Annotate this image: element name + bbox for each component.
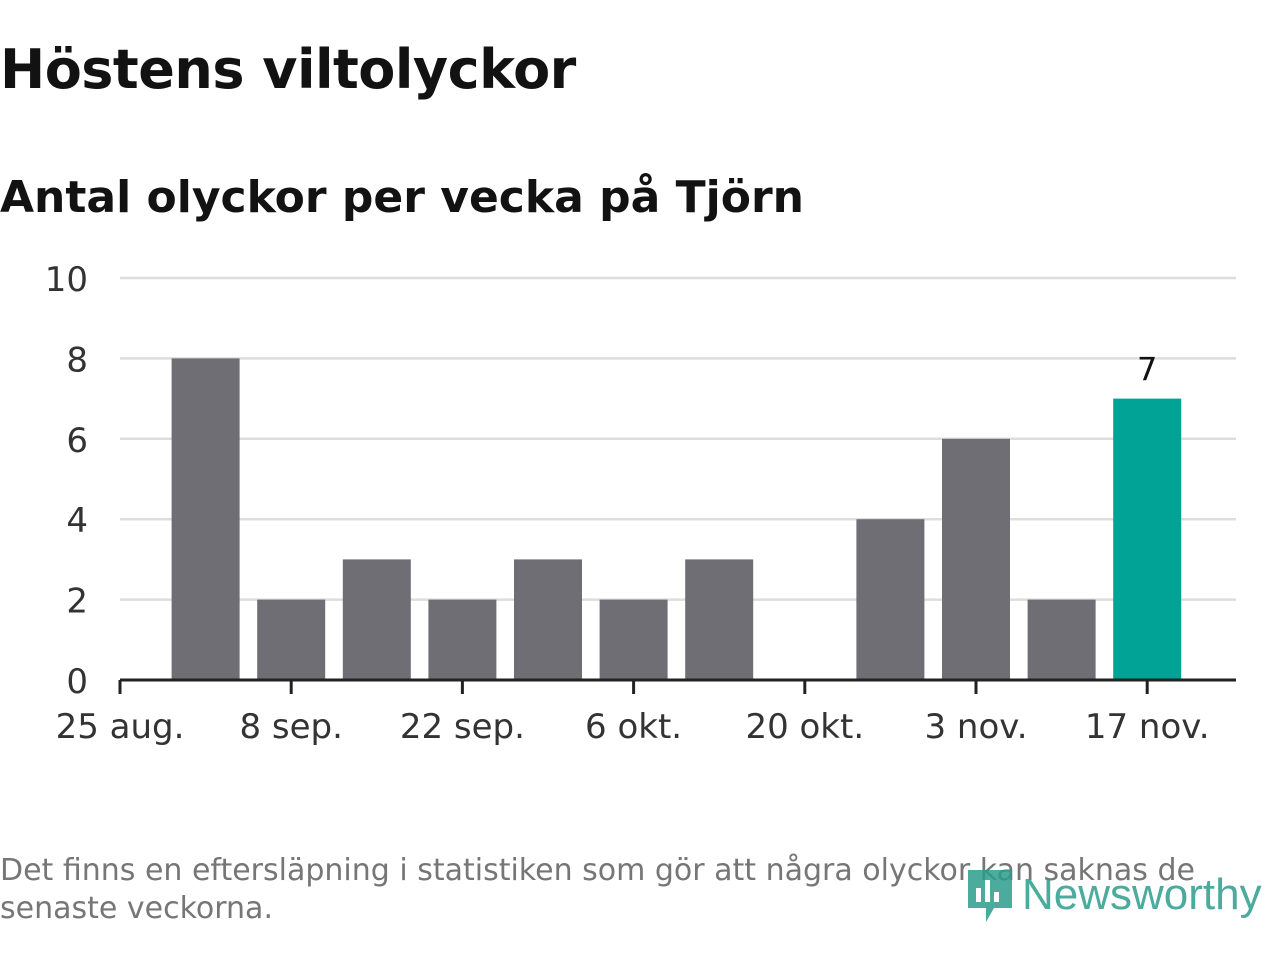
bars — [171, 358, 1182, 680]
data-label: 7 — [1137, 351, 1157, 389]
bar — [856, 519, 925, 680]
bar — [685, 559, 754, 680]
bar — [257, 599, 326, 680]
y-tick-label: 8 — [66, 340, 88, 380]
gridlines — [120, 276, 1236, 601]
chart-subtitle: Antal olyckor per vecka på Tjörn — [0, 172, 804, 223]
y-tick-label: 0 — [66, 662, 88, 702]
y-tick-label: 6 — [66, 421, 88, 461]
x-tick-label: 3 nov. — [924, 707, 1027, 747]
y-tick-label: 4 — [66, 501, 88, 541]
x-axis — [118, 678, 1236, 694]
x-tick-label: 6 okt. — [585, 707, 682, 747]
newsworthy-chart-icon — [968, 870, 1012, 922]
x-tick-label: 20 okt. — [745, 707, 864, 747]
bar — [1027, 599, 1096, 680]
bar — [514, 559, 582, 680]
x-tick-label: 22 sep. — [400, 707, 525, 747]
x-tick-label: 17 nov. — [1085, 707, 1210, 747]
bar-chart: 0 2 4 6 8 10 25 aug. 8 sep. 22 sep. 6 okt. 20 okt… — [45, 260, 1236, 747]
y-axis-labels: 0 2 4 6 8 10 — [45, 260, 88, 702]
y-tick-label: 10 — [45, 260, 88, 300]
bar — [599, 599, 668, 680]
x-axis-labels: 25 aug. 8 sep. 22 sep. 6 okt. 20 okt. 3 nov. 1… — [56, 707, 1210, 747]
bar — [342, 559, 411, 680]
bar — [942, 438, 1010, 680]
chart-title: Höstens viltolyckor — [0, 38, 576, 101]
y-tick-label: 2 — [66, 582, 88, 622]
x-tick-label: 25 aug. — [56, 707, 185, 747]
footnote: Det finns en eftersläpning i statistiken… — [0, 853, 1195, 926]
x-tick-label: 8 sep. — [239, 707, 342, 747]
data-labels: 7 — [1137, 351, 1157, 389]
logo-text: Newsworthy — [1022, 870, 1262, 919]
bar — [171, 358, 240, 680]
bar-highlighted — [1113, 398, 1182, 680]
bar — [428, 599, 497, 680]
newsworthy-logo: Newsworthy — [964, 862, 1262, 928]
